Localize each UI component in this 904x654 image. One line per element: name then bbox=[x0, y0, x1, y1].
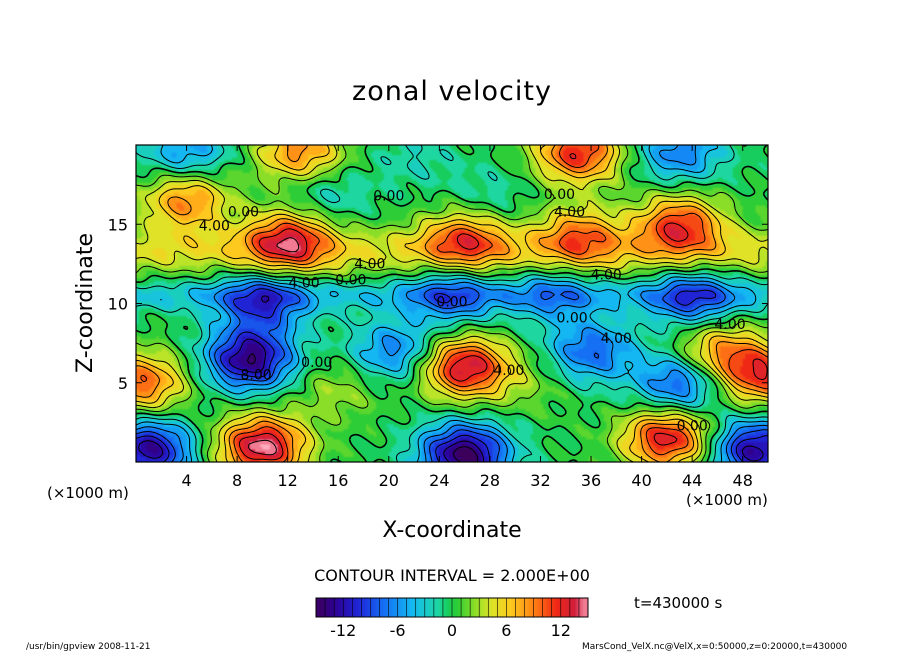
velocity-field bbox=[136, 145, 768, 462]
contour-level-line bbox=[136, 145, 768, 462]
colorbar-frame bbox=[315, 597, 589, 618]
contour-label: 0.00 bbox=[556, 311, 587, 327]
contour-level-line bbox=[136, 145, 768, 462]
contour-label: 4.00 bbox=[493, 363, 524, 379]
contour-lines bbox=[136, 145, 768, 462]
contour-label: 4.00 bbox=[354, 257, 385, 273]
contour-label: 4.00 bbox=[554, 204, 585, 220]
contour-level-line bbox=[238, 152, 768, 461]
contour-level-line bbox=[140, 145, 768, 462]
y-tick-label: 15 bbox=[108, 215, 128, 234]
x-tick-label: 28 bbox=[480, 471, 500, 490]
x-unit-label-right: (×1000 m) bbox=[686, 491, 768, 509]
contour-level-line bbox=[138, 295, 764, 462]
contour-label: 0.00 bbox=[436, 295, 467, 311]
contour-level-line bbox=[136, 145, 768, 462]
contour-label: 4.00 bbox=[601, 331, 632, 347]
contour-labels: 0.00 0.004.000.004.004.004.00 0.00 4.000.00… bbox=[199, 187, 746, 434]
x-tick-label: 32 bbox=[530, 471, 550, 490]
time-label: t=430000 s bbox=[634, 594, 723, 612]
footer-data-source: MarsCond_VelX.nc@VelX,x=0:50000,z=0:2000… bbox=[582, 642, 848, 652]
x-tick-label: 44 bbox=[682, 471, 702, 490]
colorbar-tick-label: 12 bbox=[551, 621, 571, 640]
contour-label: 4.00 bbox=[714, 317, 745, 333]
colorbar-ticks: -12 -6 0 6 12 bbox=[330, 621, 571, 640]
x-tick-label: 12 bbox=[278, 471, 298, 490]
contour-label: 4.00 bbox=[199, 219, 230, 235]
contour-level-line bbox=[136, 288, 768, 462]
contour-level-line bbox=[136, 145, 768, 462]
contour-label: 0.00 bbox=[335, 272, 366, 288]
x-tick-label: 24 bbox=[429, 471, 449, 490]
x-tick-label: 4 bbox=[181, 471, 191, 490]
contour-label: 0.00 bbox=[228, 204, 259, 220]
contour-interval-label: CONTOUR INTERVAL = 2.000E+00 bbox=[314, 566, 590, 585]
contour-label: 0.00 bbox=[677, 418, 708, 434]
y-tick-label: 10 bbox=[108, 295, 128, 314]
x-unit-label-left: (×1000 m) bbox=[47, 484, 129, 502]
plot-area: 0.00 0.004.000.004.004.004.00 0.00 4.000.00… bbox=[135, 144, 769, 463]
colorbar: -12 -6 0 6 12 bbox=[315, 597, 589, 640]
contour-level-line bbox=[136, 145, 768, 462]
contour-level-line bbox=[247, 237, 300, 456]
x-tick-label: 16 bbox=[328, 471, 348, 490]
colorbar-dividers bbox=[324, 598, 580, 617]
x-tick-label: 20 bbox=[379, 471, 399, 490]
x-tick-label: 36 bbox=[581, 471, 601, 490]
x-axis-label: X-coordinate bbox=[382, 518, 521, 543]
colorbar-tick-label: -6 bbox=[390, 621, 406, 640]
colorbar-tick-label: 6 bbox=[501, 621, 511, 640]
y-axis-label: Z-coordinate bbox=[73, 233, 98, 373]
y-axis-ticks: 5 10 15 bbox=[108, 215, 768, 393]
footer-program-date: /usr/bin/gpview 2008-11-21 bbox=[26, 642, 151, 652]
x-tick-label: 40 bbox=[631, 471, 651, 490]
contour-label: 4.00 bbox=[591, 268, 622, 284]
chart-title: zonal velocity bbox=[352, 76, 552, 107]
contour-label: 0.00 bbox=[544, 187, 575, 203]
contour-label: 0.00 bbox=[301, 355, 332, 371]
x-tick-label: 48 bbox=[733, 471, 753, 490]
x-axis-ticks: 4 8 12 16 20 24 28 32 36 40 44 48 bbox=[181, 145, 753, 490]
contour-label: 8.00 bbox=[240, 368, 271, 384]
colorbar-tick-label: -12 bbox=[330, 621, 356, 640]
x-tick-label: 8 bbox=[232, 471, 242, 490]
contour-level-line bbox=[136, 284, 768, 462]
contour-label: 0.00 bbox=[373, 188, 404, 204]
contour-level-line bbox=[136, 145, 768, 462]
y-tick-label: 5 bbox=[118, 374, 128, 393]
contour-level-line bbox=[136, 145, 768, 462]
colorbar-tick-label: 0 bbox=[447, 621, 457, 640]
contour-label: 4.00 bbox=[289, 276, 320, 292]
contour-level-line bbox=[247, 353, 479, 462]
